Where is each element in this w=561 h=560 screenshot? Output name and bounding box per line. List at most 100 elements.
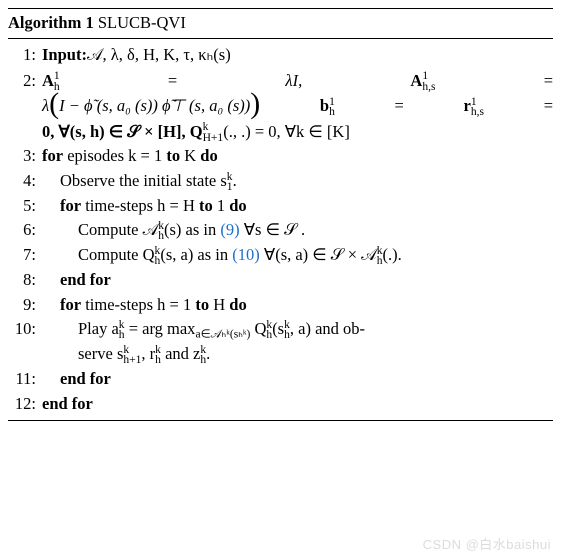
sub: H+1 [203, 132, 224, 144]
algo-line: 4: Observe the initial state sk1. [8, 169, 553, 194]
sub: h,s [471, 106, 484, 118]
observe-text: Observe the initial state s [60, 171, 227, 190]
line-content: Compute Qkh(s, a) as in (10) ∀(s, a) ∈ 𝒮… [42, 243, 553, 268]
for-range: time-steps h = 1 [81, 295, 195, 314]
keyword-do: do [200, 146, 217, 165]
matrix-A: A [410, 71, 422, 90]
equals: = [544, 93, 553, 119]
for-end: K [180, 146, 200, 165]
algo-line: 11: end for [8, 367, 553, 392]
q-init: (., .) = 0, ∀k ∈ [K] [223, 122, 350, 141]
keyword-endfor: end for [42, 394, 93, 413]
eq-ref-10[interactable]: (10) [232, 245, 260, 264]
line-number: 3: [8, 144, 42, 169]
algo-line: 6: Compute 𝒜kh(s) as in (9) ∀s ∈ 𝒮 . [8, 218, 553, 243]
forall-s: ∀s ∈ 𝒮 . [240, 220, 305, 239]
line-number: 2: [8, 68, 42, 94]
line-content: Compute 𝒜kh(s) as in (9) ∀s ∈ 𝒮 . [42, 218, 553, 243]
algo-line: 7: Compute Qkh(s, a) as in (10) ∀(s, a) … [8, 243, 553, 268]
algo-line: 2: A1h = λI, A1h,s = λ ( [8, 68, 553, 145]
sub: h [329, 106, 335, 118]
paren-right: ) [250, 92, 260, 116]
compute-Q: Compute Q [78, 245, 155, 264]
keyword-to: to [166, 146, 180, 165]
keyword-endfor: end for [60, 369, 111, 388]
input-args: 𝒜, λ, δ, H, K, τ, κₕ(s) [87, 45, 231, 64]
line-content: for episodes k = 1 to K do [42, 144, 553, 169]
equals: = [168, 68, 177, 94]
algorithm-body: 1: Input:𝒜, λ, δ, H, K, τ, κₕ(s) 2: A1h … [8, 39, 553, 421]
compute-A: Compute 𝒜 [78, 220, 158, 239]
line-content: for time-steps h = 1 to H do [42, 293, 553, 318]
line-number: 1: [8, 43, 42, 68]
sub: h+1 [123, 354, 141, 366]
serve-s: serve s [78, 344, 123, 363]
comma-r: , r [141, 344, 155, 363]
eq-ref-9[interactable]: (9) [220, 220, 239, 239]
algorithm-header: Algorithm 1 SLUCB-QVI [8, 9, 553, 39]
algo-line: 5: for time-steps h = H to 1 do [8, 194, 553, 219]
line-number: 8: [8, 268, 42, 293]
for-end: H [209, 295, 229, 314]
algorithm-label: Algorithm 1 [8, 13, 94, 32]
line-number: 4: [8, 169, 42, 194]
vector-b: b [320, 96, 329, 115]
line-number: 10: [8, 317, 42, 342]
for-end: 1 [213, 196, 230, 215]
keyword-for: for [60, 295, 81, 314]
line-number: 12: [8, 392, 42, 417]
line-content: for time-steps h = H to 1 do [42, 194, 553, 219]
forall-sa: ∀(s, a) ∈ 𝒮 × 𝒜 [260, 245, 377, 264]
and-z: and z [161, 344, 200, 363]
keyword-do: do [229, 196, 246, 215]
algorithm-box: Algorithm 1 SLUCB-QVI 1: Input:𝒜, λ, δ, … [8, 8, 553, 421]
line-number: 5: [8, 194, 42, 219]
vector-r: r [464, 96, 471, 115]
line-content: Input:𝒜, λ, δ, H, K, τ, κₕ(s) [42, 43, 553, 68]
line-content: end for [42, 392, 553, 417]
open-s: (s [272, 319, 284, 338]
line-content: end for [42, 367, 553, 392]
phi-expr: I − ϕ̃ (s, a₀ (s)) ϕ̃⊤ (s, a₀ (s)) [59, 93, 250, 119]
line-number: 7: [8, 243, 42, 268]
keyword-endfor: end for [60, 270, 111, 289]
line-number: 11: [8, 367, 42, 392]
and-ob: , a) and ob- [290, 319, 365, 338]
as-in: (s, a) as in [160, 245, 232, 264]
equals: = [544, 68, 553, 94]
period: . [206, 344, 210, 363]
zero-vec: 0, ∀(s, h) ∈ 𝒮 × [H], Q [42, 122, 203, 141]
argmax-sub: a∈𝒜ₕᵏ(sₕᵏ) [195, 329, 250, 341]
line-content: Play akh = arg maxa∈𝒜ₕᵏ(sₕᵏ) Qkh(skh, a)… [42, 317, 553, 367]
equals: = [395, 93, 404, 119]
period: . [233, 171, 237, 190]
keyword-input: Input: [42, 45, 87, 64]
line-content: A1h = λI, A1h,s = λ ( I − ϕ̃ (s, a₀ (s))… [42, 68, 553, 145]
sub: h,s [422, 81, 435, 93]
algo-line: 9: for time-steps h = 1 to H do [8, 293, 553, 318]
play-a: Play a [78, 319, 119, 338]
keyword-to: to [195, 295, 209, 314]
algorithm-name: SLUCB-QVI [98, 13, 186, 32]
algo-line: 3: for episodes k = 1 to K do [8, 144, 553, 169]
line-content: Observe the initial state sk1. [42, 169, 553, 194]
algo-line: 8: end for [8, 268, 553, 293]
keyword-for: for [42, 146, 63, 165]
argmax: = arg max [125, 319, 196, 338]
algo-line: 12: end for [8, 392, 553, 417]
watermark: CSDN @白水baishui [423, 535, 551, 555]
algo-line: 10: Play akh = arg maxa∈𝒜ₕᵏ(sₕᵏ) Qkh(skh… [8, 317, 553, 367]
dot: (.). [383, 245, 402, 264]
as-in: (s) as in [164, 220, 220, 239]
keyword-to: to [199, 196, 213, 215]
keyword-for: for [60, 196, 81, 215]
for-range: episodes k = 1 [63, 146, 166, 165]
lambda: λ [42, 93, 49, 119]
line-number: 6: [8, 218, 42, 243]
line-number: 9: [8, 293, 42, 318]
line-content: end for [42, 268, 553, 293]
paren-left: ( [49, 92, 59, 116]
lambda-I: λI, [285, 71, 302, 90]
Q: Q [250, 319, 266, 338]
for-range: time-steps h = H [81, 196, 199, 215]
